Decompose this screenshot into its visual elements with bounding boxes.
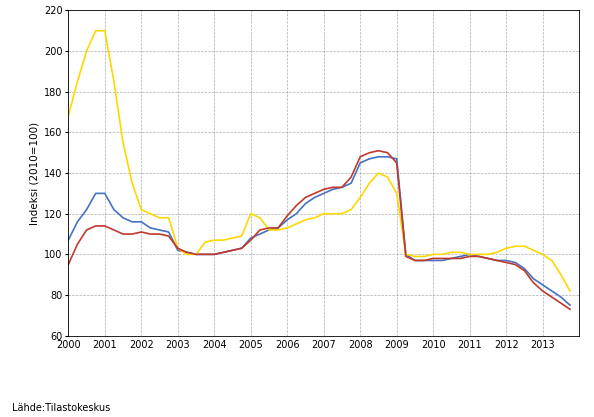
Koko liikevaihto xyxy=(402,252,409,257)
Kotimaan liikevaihto xyxy=(356,195,364,200)
Vientiliikevaihto xyxy=(74,242,81,247)
Kotimaan liikevaihto xyxy=(402,252,409,257)
Koko liikevaihto xyxy=(74,219,81,224)
Vientiliikevaihto xyxy=(375,148,382,153)
Line: Vientiliikevaihto: Vientiliikevaihto xyxy=(68,151,570,309)
Koko liikevaihto xyxy=(65,238,72,243)
Vientiliikevaihto xyxy=(457,256,464,261)
Kotimaan liikevaihto xyxy=(567,289,574,294)
Vientiliikevaihto xyxy=(567,307,574,312)
Y-axis label: Indeksi (2010=100): Indeksi (2010=100) xyxy=(30,121,40,225)
Koko liikevaihto xyxy=(347,181,355,186)
Vientiliikevaihto xyxy=(347,175,355,180)
Vientiliikevaihto xyxy=(384,150,391,155)
Koko liikevaihto xyxy=(375,154,382,159)
Line: Koko liikevaihto: Koko liikevaihto xyxy=(68,157,570,305)
Vientiliikevaihto xyxy=(247,238,254,243)
Koko liikevaihto xyxy=(567,303,574,308)
Koko liikevaihto xyxy=(247,236,254,241)
Kotimaan liikevaihto xyxy=(74,79,81,84)
Kotimaan liikevaihto xyxy=(92,28,99,33)
Koko liikevaihto xyxy=(384,154,391,159)
Kotimaan liikevaihto xyxy=(65,114,72,119)
Koko liikevaihto xyxy=(457,254,464,259)
Text: Lähde:Tilastokeskus: Lähde:Tilastokeskus xyxy=(12,403,110,413)
Line: Kotimaan liikevaihto: Kotimaan liikevaihto xyxy=(68,31,570,291)
Vientiliikevaihto xyxy=(402,254,409,259)
Kotimaan liikevaihto xyxy=(384,175,391,180)
Kotimaan liikevaihto xyxy=(457,250,464,255)
Vientiliikevaihto xyxy=(65,262,72,267)
Kotimaan liikevaihto xyxy=(257,215,264,220)
